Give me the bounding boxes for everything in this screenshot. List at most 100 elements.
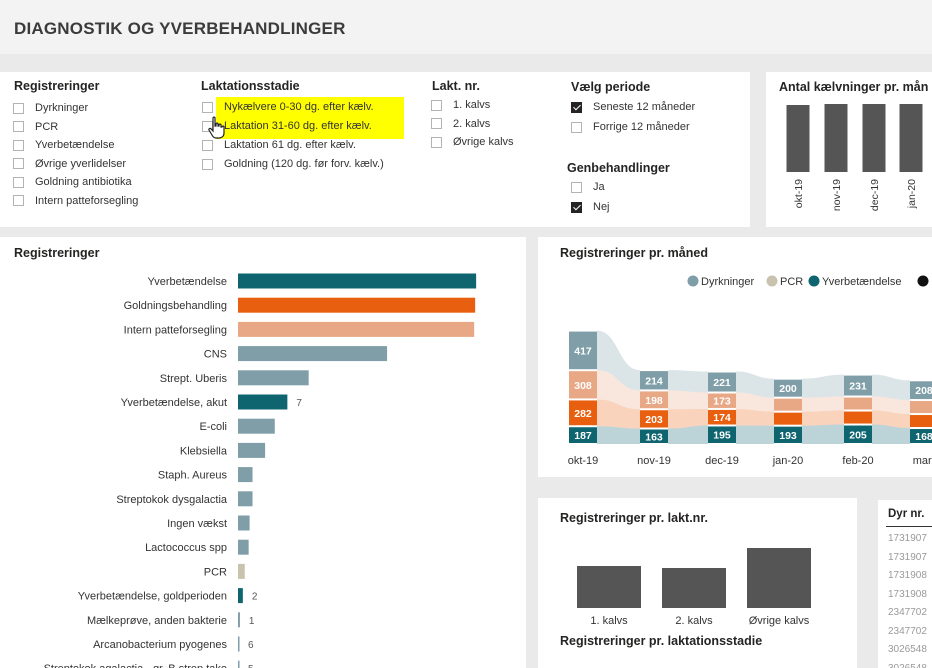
table-row[interactable]: 3026548 — [888, 662, 927, 668]
slicer-option[interactable]: Øvrige yverlidelser — [13, 156, 126, 172]
registreringer-bar[interactable] — [238, 346, 388, 362]
slicer-option[interactable]: Seneste 12 måneder — [571, 99, 695, 115]
slicer-option[interactable]: PCR — [13, 119, 58, 135]
maaned-bar-segment[interactable] — [708, 426, 736, 443]
slicer-option-label: Laktation 61 dg. efter kælv. — [224, 139, 356, 151]
slicer-option[interactable]: Goldning (120 dg. før forv. kælv.) — [202, 156, 384, 172]
slicer-option[interactable]: Dyrkninger — [13, 100, 88, 116]
maaned-ribbon — [802, 424, 844, 444]
slicer-option[interactable]: Yverbetændelse — [13, 137, 115, 153]
maaned-bar-segment[interactable] — [569, 371, 597, 399]
slicer-option[interactable]: Forrige 12 måneder — [571, 119, 690, 135]
calvings-bar[interactable] — [824, 104, 848, 172]
checkbox-icon[interactable] — [202, 158, 213, 170]
maaned-bar-segment[interactable] — [640, 429, 668, 443]
maaned-bar-segment[interactable] — [640, 410, 668, 428]
checkbox-icon[interactable] — [13, 158, 24, 169]
slicer-option[interactable]: 2. kalvs — [431, 116, 490, 132]
registreringer-bar[interactable] — [238, 515, 250, 531]
registreringer-bar[interactable] — [238, 467, 253, 483]
registreringer-bar[interactable] — [238, 539, 249, 555]
slicer-option[interactable]: Ja — [571, 179, 605, 195]
checkbox-icon[interactable] — [571, 121, 582, 133]
checkbox-icon[interactable] — [13, 102, 24, 114]
calvings-tick-label: nov-19 — [831, 179, 843, 211]
checkbox-checked-icon[interactable] — [571, 101, 582, 113]
maaned-bar-segment[interactable] — [569, 427, 597, 443]
maaned-bar-segment[interactable] — [844, 397, 872, 410]
lakt-tick-label: 2. kalvs — [675, 615, 713, 627]
registreringer-category-label: Strept. Uberis — [160, 373, 228, 385]
title-bar: DIAGNOSTIK OG YVERBEHANDLINGER — [0, 0, 932, 54]
slicer-option[interactable]: Øvrige kalvs — [431, 134, 514, 150]
checkbox-icon[interactable] — [571, 181, 582, 193]
maaned-bar-segment[interactable] — [708, 393, 736, 408]
maaned-bar-segment[interactable] — [910, 415, 932, 428]
table-row[interactable]: 2347702 — [888, 625, 927, 637]
checkbox-icon[interactable] — [202, 139, 213, 151]
checkbox-icon[interactable] — [431, 99, 442, 111]
maaned-bar-segment[interactable] — [844, 425, 872, 443]
registreringer-bar[interactable] — [238, 636, 240, 652]
checkbox-icon[interactable] — [202, 101, 213, 113]
registreringer-bar[interactable] — [238, 660, 240, 668]
registreringer-bar[interactable] — [238, 563, 245, 579]
table-row[interactable]: 1731908 — [888, 588, 927, 600]
calvings-tick-label: dec-19 — [869, 179, 881, 211]
calvings-bar[interactable] — [862, 104, 886, 172]
slicer-option[interactable]: Laktation 31-60 dg. efter kælv. — [202, 118, 372, 134]
maaned-bar-segment[interactable] — [774, 412, 802, 425]
slicer-option[interactable]: Intern patteforsegling — [13, 193, 138, 209]
registreringer-bar[interactable] — [238, 442, 266, 458]
maaned-bar-segment[interactable] — [640, 391, 668, 409]
checkbox-icon[interactable] — [13, 176, 24, 188]
slicer-option[interactable]: 1. kalvs — [431, 97, 490, 113]
calvings-bar[interactable] — [786, 105, 810, 172]
registreringer-bar[interactable] — [238, 491, 253, 507]
slicer-option[interactable]: Goldning antibiotika — [13, 174, 132, 190]
maaned-bar-segment[interactable] — [708, 372, 736, 392]
maaned-bar-segment[interactable] — [774, 426, 802, 443]
maaned-bar-segment[interactable] — [569, 331, 597, 370]
maaned-bar-segment[interactable] — [708, 409, 736, 425]
maaned-bar-segment[interactable] — [844, 375, 872, 396]
registreringer-bar[interactable] — [238, 418, 275, 434]
registreringer-category-label: Intern patteforsegling — [124, 324, 227, 336]
maaned-bar-segment[interactable] — [774, 379, 802, 397]
lakt-bar[interactable] — [747, 548, 811, 608]
table-row[interactable]: 1731907 — [888, 551, 927, 563]
maaned-bar-segment[interactable] — [910, 401, 932, 414]
registreringer-bar[interactable] — [238, 273, 477, 289]
calvings-bar[interactable] — [899, 104, 923, 172]
slicer-option[interactable]: Nej — [571, 199, 610, 215]
table-row[interactable]: 2347702 — [888, 607, 927, 618]
checkbox-icon[interactable] — [431, 118, 442, 129]
registreringer-bar[interactable] — [238, 588, 243, 604]
checkbox-icon[interactable] — [13, 139, 24, 151]
maaned-bar-segment[interactable] — [774, 398, 802, 411]
maaned-bar-segment[interactable] — [910, 381, 932, 400]
registreringer-bar[interactable] — [238, 297, 476, 313]
lakt-tick-label: 1. kalvs — [590, 615, 628, 627]
maaned-bar-segment[interactable] — [569, 400, 597, 426]
checkbox-icon[interactable] — [431, 136, 442, 148]
registreringer-bar[interactable] — [238, 370, 309, 386]
registreringer-bar[interactable] — [238, 394, 288, 410]
checkbox-icon[interactable] — [13, 195, 24, 206]
table-row[interactable]: 3026548 — [888, 644, 927, 655]
checkbox-checked-icon[interactable] — [571, 201, 582, 213]
slicer-option[interactable]: Nykælvere 0-30 dg. efter kælv. — [202, 99, 374, 115]
calvings-chart-panel: Antal kælvninger pr. mån okt-19 nov-19 dec… — [766, 72, 932, 227]
registreringer-category-label: Yverbetændelse, akut — [121, 397, 227, 409]
registreringer-bar[interactable] — [238, 321, 475, 337]
checkbox-icon[interactable] — [13, 121, 24, 132]
maaned-bar-segment[interactable] — [640, 371, 668, 390]
slicer-option[interactable]: Laktation 61 dg. efter kælv. — [202, 137, 356, 153]
registreringer-bar[interactable] — [238, 612, 240, 628]
lakt-bar[interactable] — [577, 566, 641, 608]
maaned-bar-segment[interactable] — [844, 411, 872, 424]
table-row[interactable]: 1731908 — [888, 570, 927, 581]
table-row[interactable]: 1731907 — [888, 533, 927, 544]
lakt-bar[interactable] — [662, 568, 726, 608]
maaned-bar-segment[interactable] — [910, 429, 932, 443]
